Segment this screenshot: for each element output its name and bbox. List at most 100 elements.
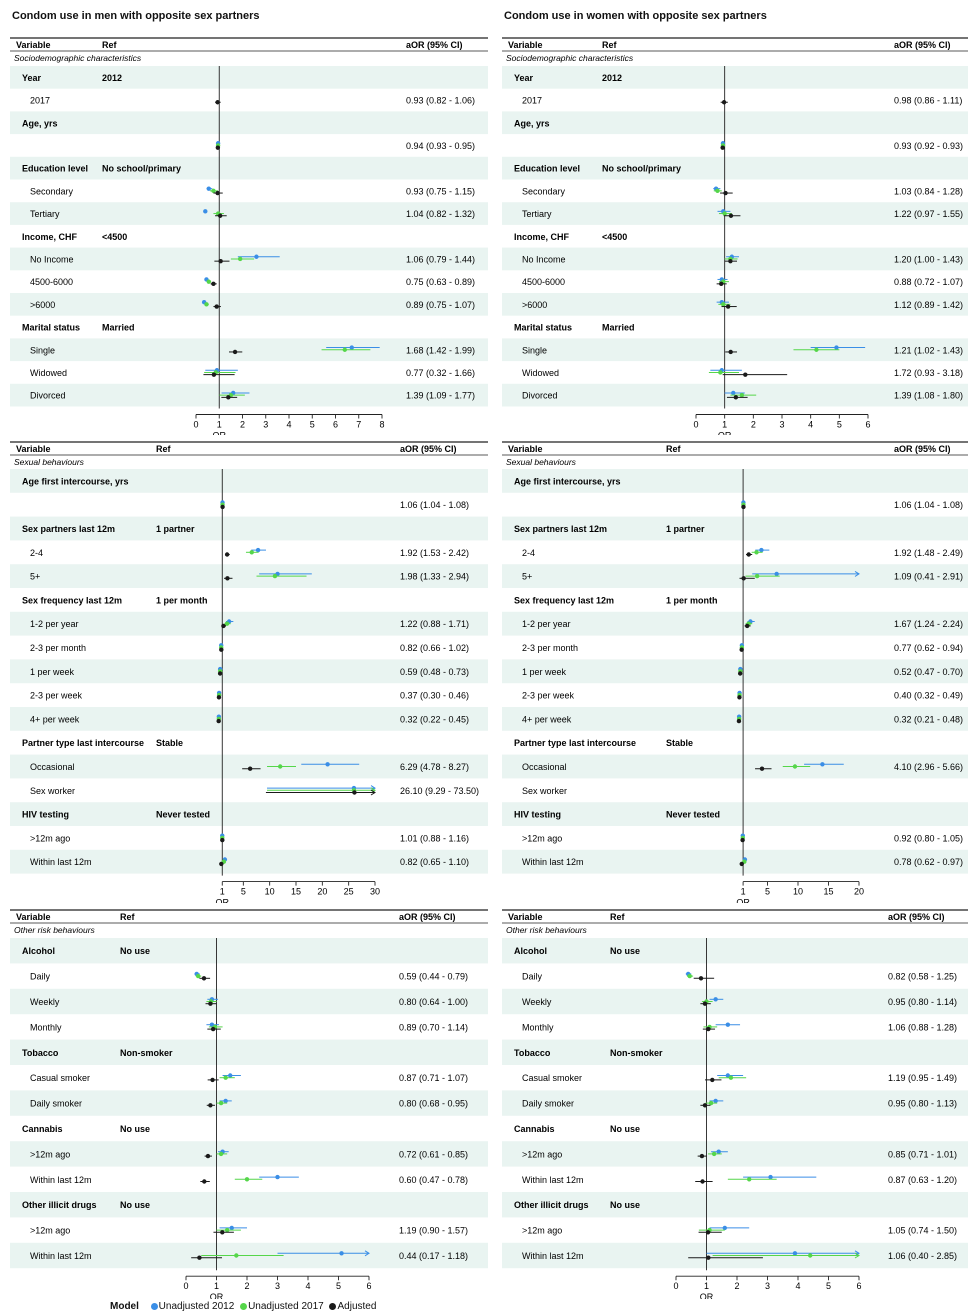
- aor-value: 0.59 (0.44 - 0.79): [399, 972, 468, 982]
- x-tick-label: 5: [310, 420, 315, 430]
- x-tick-label: 5: [826, 1281, 831, 1291]
- unadjusted-2017-ci-arrow: [854, 1252, 860, 1259]
- aor-value: 0.93 (0.82 - 1.06): [406, 96, 475, 106]
- adjusted-point: [706, 1026, 711, 1032]
- x-axis-label: OR: [216, 898, 230, 903]
- aor-value: 0.87 (0.71 - 1.07): [399, 1073, 468, 1083]
- reference-label: Never tested: [156, 810, 210, 820]
- adjusted-point: [215, 100, 220, 105]
- row-stripe: [502, 659, 968, 684]
- unadjusted-2017-point: [728, 1075, 734, 1080]
- header-ref: Ref: [102, 40, 118, 50]
- aor-value: 1.22 (0.88 - 1.71): [400, 619, 469, 629]
- x-tick-label: 4: [305, 1281, 310, 1291]
- row-stripe: [10, 611, 488, 636]
- x-axis-label: OR: [210, 1292, 224, 1299]
- row-label: 5+: [30, 572, 40, 582]
- adjusted-point: [739, 647, 744, 652]
- reference-label: 1 partner: [666, 524, 705, 534]
- group-label: HIV testing: [514, 810, 561, 820]
- legend: Model Unadjusted 2012 Unadjusted 2017 Ad…: [110, 1301, 376, 1312]
- aor-value: 0.87 (0.63 - 1.20): [888, 1175, 957, 1185]
- row-label: 4500-6000: [522, 277, 565, 287]
- row-stripe: [10, 1141, 488, 1167]
- men-sociodemographic-forest-plot: Variable Ref aOR (95% CI) Sociodemographic …: [10, 37, 488, 435]
- aor-value: 1.92 (1.48 - 2.49): [894, 548, 963, 558]
- unadjusted-2017-point: [218, 1151, 224, 1157]
- group-label: Sex partners last 12m: [22, 524, 115, 534]
- aor-value: 1.39 (1.08 - 1.80): [894, 391, 963, 401]
- adjusted-point: [232, 349, 238, 355]
- row-stripe: [10, 988, 488, 1015]
- aor-value: 0.92 (0.80 - 1.05): [894, 833, 963, 843]
- row-stripe: [10, 564, 488, 588]
- unadjusted-2017-point: [278, 764, 283, 769]
- reference-label: Stable: [666, 738, 693, 748]
- aor-value: 0.75 (0.63 - 0.89): [406, 277, 475, 287]
- row-stripe: [10, 338, 488, 362]
- group-label: Partner type last intercourse: [22, 738, 144, 748]
- unadjusted-2012-point: [255, 547, 261, 553]
- header-variable: Variable: [16, 912, 51, 922]
- x-axis-label: OR: [700, 1292, 714, 1299]
- row-label: 1 per week: [522, 667, 567, 677]
- unadjusted-2012-ci-arrow: [854, 1250, 860, 1257]
- adjusted-point: [202, 1179, 207, 1184]
- row-label: Weekly: [522, 997, 552, 1007]
- unadjusted-2012-point: [725, 1073, 731, 1078]
- row-stripe: [10, 111, 488, 135]
- aor-value: 0.77 (0.32 - 1.66): [406, 368, 475, 378]
- row-label: Tertiary: [30, 209, 60, 219]
- group-label: Income, CHF: [514, 232, 570, 242]
- adjusted-point: [728, 258, 733, 264]
- x-tick-label: 0: [693, 420, 698, 430]
- unadjusted-2017-point: [687, 973, 692, 979]
- aor-value: 0.93 (0.75 - 1.15): [406, 186, 475, 196]
- aor-value: 0.94 (0.93 - 0.95): [406, 141, 475, 151]
- header-aor: aOR (95% CI): [894, 444, 951, 454]
- legend-label-unadjusted-2017: Unadjusted 2017: [248, 1301, 324, 1312]
- header-variable: Variable: [508, 444, 543, 454]
- section-label: Other risk behaviours: [506, 925, 588, 935]
- adjusted-ci-arrow: [370, 789, 376, 796]
- header-ref: Ref: [610, 912, 626, 922]
- unadjusted-2012-point: [716, 1149, 721, 1154]
- row-label: 2-4: [522, 548, 535, 558]
- row-label: 2-3 per week: [30, 691, 83, 701]
- row-label: Daily: [30, 972, 51, 982]
- row-stripe: [502, 469, 968, 493]
- adjusted-point: [216, 695, 222, 700]
- group-label: Partner type last intercourse: [514, 738, 636, 748]
- adjusted-point: [216, 718, 221, 724]
- unadjusted-2017-point: [224, 1227, 230, 1233]
- unadjusted-2017-point: [211, 188, 216, 194]
- x-tick-label: 2: [734, 1281, 739, 1291]
- reference-label: No use: [120, 1124, 150, 1134]
- aor-value: 1.06 (0.88 - 1.28): [888, 1022, 957, 1032]
- aor-value: 1.20 (1.00 - 1.43): [894, 254, 963, 264]
- reference-label: Non-smoker: [120, 1048, 173, 1058]
- aor-value: 0.88 (0.72 - 1.07): [894, 277, 963, 287]
- row-label: Sex worker: [30, 786, 75, 796]
- adjusted-point: [217, 671, 223, 676]
- adjusted-point: [208, 1001, 213, 1006]
- group-label: Year: [22, 73, 42, 83]
- unadjusted-2017-point: [715, 188, 720, 194]
- unadjusted-2012-point: [209, 1022, 215, 1027]
- row-label: 2017: [522, 96, 542, 106]
- group-label: Tobacco: [22, 1048, 59, 1058]
- group-label: Sex frequency last 12m: [514, 595, 614, 605]
- row-stripe: [502, 293, 968, 316]
- adjusted-point: [737, 671, 743, 676]
- reference-label: No use: [610, 1124, 640, 1134]
- row-label: 4500-6000: [30, 277, 73, 287]
- x-tick-label: 1: [217, 420, 222, 430]
- unadjusted-2012-point: [254, 254, 259, 259]
- row-label: Secondary: [30, 186, 74, 196]
- aor-value: 1.06 (1.04 - 1.08): [894, 500, 963, 510]
- row-stripe: [502, 564, 968, 588]
- adjusted-point: [220, 837, 225, 843]
- aor-value: 0.52 (0.47 - 0.70): [894, 667, 963, 677]
- section-label: Other risk behaviours: [14, 925, 96, 935]
- group-label: Income, CHF: [22, 232, 78, 242]
